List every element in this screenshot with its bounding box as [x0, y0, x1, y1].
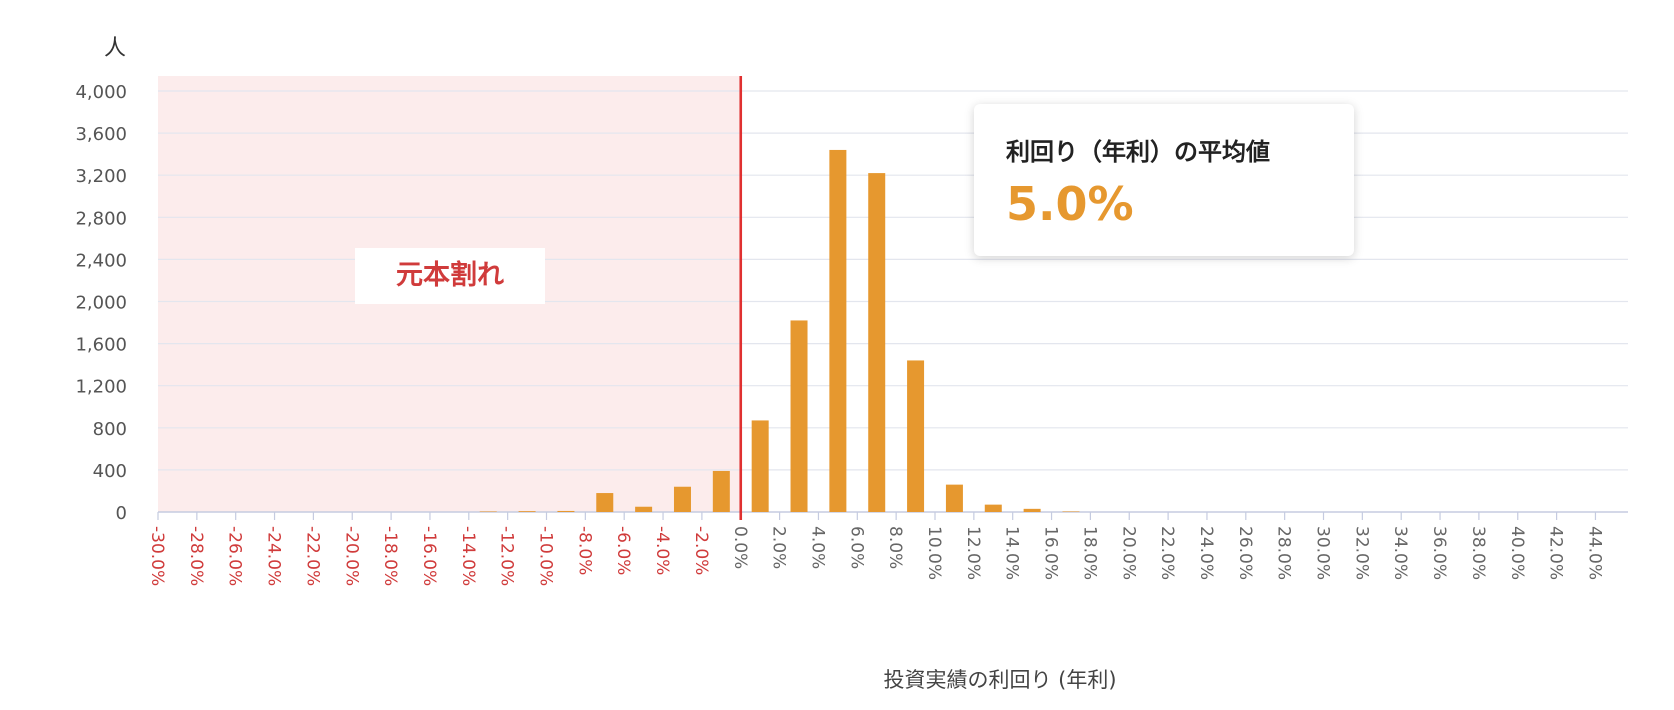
histogram-bar: [984, 504, 1002, 512]
principal-loss-region-label: 元本割れ: [355, 248, 545, 304]
x-tick-label: 32.0%: [1351, 526, 1371, 580]
x-tick-label: 12.0%: [963, 526, 983, 580]
x-tick-label: 14.0%: [1002, 526, 1022, 580]
x-tick-label: 28.0%: [1274, 526, 1294, 580]
histogram-bar: [1023, 508, 1041, 512]
average-yield-callout: 利回り（年利）の平均値 5.0%: [974, 104, 1354, 256]
x-tick-label: 24.0%: [1196, 526, 1216, 580]
x-axis-title: 投資実績の利回り (年利): [883, 668, 1117, 692]
x-tick-label: 2.0%: [769, 526, 789, 569]
x-tick-label: -30.0%: [147, 526, 167, 586]
y-tick-label: 2,800: [75, 208, 127, 229]
x-tick-label: 34.0%: [1390, 526, 1410, 580]
x-tick-label: -6.0%: [613, 526, 633, 575]
x-tick-label: 38.0%: [1468, 526, 1488, 580]
y-tick-label: 1,600: [75, 335, 127, 356]
y-tick-label: 4,000: [75, 82, 127, 103]
x-tick-label: 22.0%: [1157, 526, 1177, 580]
y-tick-label: 2,000: [75, 293, 127, 314]
x-tick-label: -10.0%: [536, 526, 556, 586]
x-tick-label: 20.0%: [1118, 526, 1138, 580]
histogram-bar: [751, 420, 769, 512]
y-tick-label: 1,200: [75, 377, 127, 398]
histogram-bar: [635, 506, 653, 512]
histogram-bar: [1062, 511, 1080, 512]
x-tick-label: -16.0%: [419, 526, 439, 586]
x-tick-label: -26.0%: [225, 526, 245, 586]
average-yield-title: 利回り（年利）の平均値: [1006, 138, 1270, 166]
y-tick-label: 400: [93, 461, 127, 482]
x-tick-label: -20.0%: [341, 526, 361, 586]
histogram-bar: [829, 149, 847, 512]
x-tick-label: -14.0%: [458, 526, 478, 586]
x-tick-label: -22.0%: [302, 526, 322, 586]
histogram-bar: [945, 484, 963, 512]
histogram-bar: [790, 320, 808, 512]
average-yield-value: 5.0%: [1006, 177, 1134, 231]
x-tick-label: 4.0%: [807, 526, 827, 569]
x-tick-label: -8.0%: [574, 526, 594, 575]
y-tick-label: 0: [116, 503, 127, 524]
x-tick-label: 42.0%: [1546, 526, 1566, 580]
x-tick-label: 36.0%: [1429, 526, 1449, 580]
y-axis-unit-label: 人: [104, 36, 127, 61]
x-tick-label: -2.0%: [691, 526, 711, 575]
x-tick-label: -28.0%: [186, 526, 206, 586]
x-tick-label: 26.0%: [1235, 526, 1255, 580]
histogram-bar: [868, 173, 886, 512]
x-tick-label: 8.0%: [885, 526, 905, 569]
x-tick-label: 0.0%: [730, 526, 750, 569]
y-tick-label: 800: [93, 419, 127, 440]
histogram-bar: [673, 486, 691, 512]
histogram-bar: [712, 470, 730, 512]
x-tick-label: 10.0%: [924, 526, 944, 580]
histogram-bar: [907, 360, 925, 512]
x-tick-label: -24.0%: [264, 526, 284, 586]
histogram-bar: [518, 511, 536, 512]
x-tick-label: 16.0%: [1041, 526, 1061, 580]
y-tick-label: 2,400: [75, 250, 127, 271]
x-tick-label: 40.0%: [1507, 526, 1527, 580]
x-tick-label: 18.0%: [1079, 526, 1099, 580]
histogram-bar: [557, 510, 575, 512]
y-tick-label: 3,600: [75, 124, 127, 145]
y-tick-label: 3,200: [75, 166, 127, 187]
histogram-bar: [596, 493, 614, 512]
x-tick-label: 30.0%: [1313, 526, 1333, 580]
histogram-bar: [479, 511, 497, 512]
x-tick-label: 6.0%: [846, 526, 866, 569]
x-tick-label: -4.0%: [652, 526, 672, 575]
x-tick-label: 44.0%: [1584, 526, 1604, 580]
x-tick-label: -18.0%: [380, 526, 400, 586]
x-tick-label: -12.0%: [497, 526, 517, 586]
